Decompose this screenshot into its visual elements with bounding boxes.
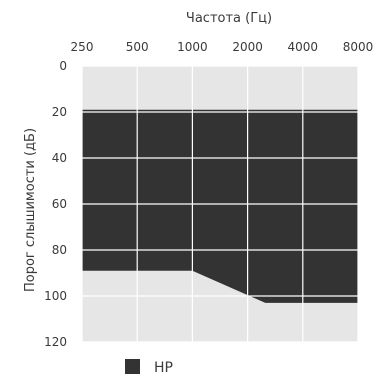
x-tick-label: 500: [126, 40, 149, 54]
legend-swatch-hp: [125, 359, 140, 374]
legend-label-hp: HP: [154, 360, 173, 376]
grid-layer: [81, 65, 359, 343]
legend: HP: [125, 359, 173, 376]
y-tick-label: 100: [44, 289, 67, 303]
y-tick-label: 0: [59, 59, 67, 73]
x-axis-title: Частота (Гц): [186, 11, 272, 26]
x-tick-label: 1000: [177, 40, 208, 54]
y-tick-label: 120: [44, 335, 67, 349]
x-tick-label: 8000: [343, 40, 374, 54]
x-tick-labels: 250 500 1000 2000 4000 8000: [71, 40, 374, 54]
x-tick-label: 4000: [288, 40, 319, 54]
y-tick-label: 60: [52, 197, 67, 211]
y-tick-label: 20: [52, 105, 67, 119]
y-axis-title: Порог слышимости (дБ): [23, 128, 38, 292]
y-tick-labels: 0 20 40 60 80 100 120: [44, 59, 67, 349]
y-tick-label: 40: [52, 151, 67, 165]
x-tick-label: 2000: [232, 40, 263, 54]
y-tick-label: 80: [52, 243, 67, 257]
x-tick-label: 250: [71, 40, 94, 54]
